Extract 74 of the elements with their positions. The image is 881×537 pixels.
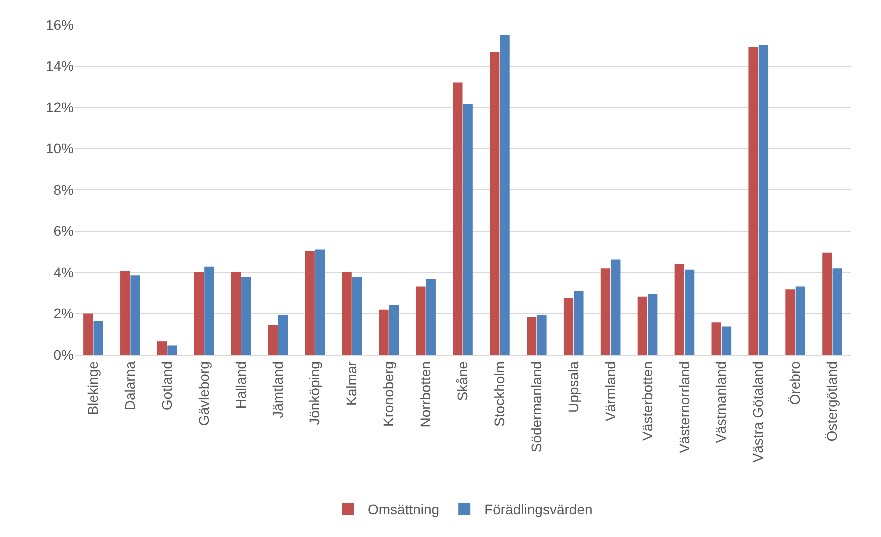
bar	[786, 290, 796, 355]
x-tick-label: Dalarna	[122, 361, 138, 411]
bar	[648, 294, 658, 355]
bar	[463, 104, 473, 355]
bar	[352, 277, 362, 355]
x-tick-label: Kalmar	[344, 361, 360, 406]
x-tick-label: Västerbotten	[639, 362, 656, 441]
bar	[712, 322, 722, 355]
bar	[242, 277, 252, 355]
x-tick-label: Blekinge	[85, 361, 102, 416]
y-tick-label: 0%	[54, 346, 74, 363]
y-tick-label: 6%	[54, 223, 74, 240]
bar	[600, 268, 611, 355]
bar	[722, 326, 732, 355]
bar	[278, 315, 288, 355]
legend-label: Förädlingsvärden	[484, 502, 593, 518]
bar	[194, 272, 204, 355]
bar	[674, 264, 684, 355]
bar	[379, 310, 389, 355]
x-tick-label: Norrbotten	[418, 362, 434, 428]
bar	[537, 315, 547, 355]
bar	[748, 47, 758, 355]
bar	[84, 314, 94, 355]
y-tick-label: 12%	[46, 99, 74, 116]
bar	[204, 266, 214, 355]
y-tick-label: 14%	[46, 58, 74, 74]
bar	[796, 286, 806, 355]
x-tick-label: Värmland	[602, 362, 618, 422]
bar	[611, 260, 621, 355]
bar	[416, 286, 426, 355]
bar	[527, 317, 537, 355]
x-tick-label: Halland	[232, 362, 249, 410]
bar	[315, 250, 326, 355]
bar	[268, 326, 278, 355]
x-tick-label: Jämtland	[270, 362, 286, 418]
bar	[638, 296, 648, 355]
x-tick-label: Uppsala	[565, 361, 582, 413]
bar	[120, 271, 130, 355]
x-tick-label: Kronoberg	[380, 362, 397, 427]
x-tick-label: Skåne	[454, 361, 471, 402]
bar	[130, 276, 140, 355]
y-tick-label: 8%	[54, 182, 74, 198]
x-tick-label: Västernorrland	[676, 362, 692, 454]
bar	[453, 82, 463, 355]
x-tick-label: Gävleborg	[196, 362, 212, 426]
bar	[305, 251, 315, 355]
x-tick-label: Örebro	[787, 361, 804, 406]
y-tick-label: 10%	[46, 140, 74, 157]
bar	[564, 298, 574, 355]
bar	[231, 272, 242, 355]
x-tick-label: Östergötland	[824, 362, 840, 442]
x-tick-label: Stockholm	[492, 362, 508, 427]
y-tick-label: 16%	[46, 16, 74, 33]
bar	[758, 45, 769, 355]
x-tick-label: Västmanland	[713, 362, 730, 444]
bar	[822, 252, 832, 355]
bar	[684, 270, 695, 355]
bar	[157, 342, 168, 355]
x-tick-label: Jönköping	[306, 362, 323, 426]
bar	[426, 280, 436, 355]
legend-label: Omsättning	[368, 502, 440, 518]
bar	[574, 291, 584, 355]
bar	[342, 272, 352, 355]
x-tick-label: Gotland	[158, 362, 175, 411]
bar	[490, 52, 500, 355]
x-tick-label: Västra Götaland	[750, 362, 766, 463]
x-tick-label: Södermanland	[528, 362, 544, 453]
y-tick-label: 2%	[54, 306, 74, 322]
bar	[94, 321, 104, 355]
bar	[389, 305, 399, 355]
bar	[500, 35, 510, 355]
bar	[832, 268, 842, 355]
bar	[168, 346, 178, 355]
y-tick-label: 4%	[54, 264, 74, 280]
